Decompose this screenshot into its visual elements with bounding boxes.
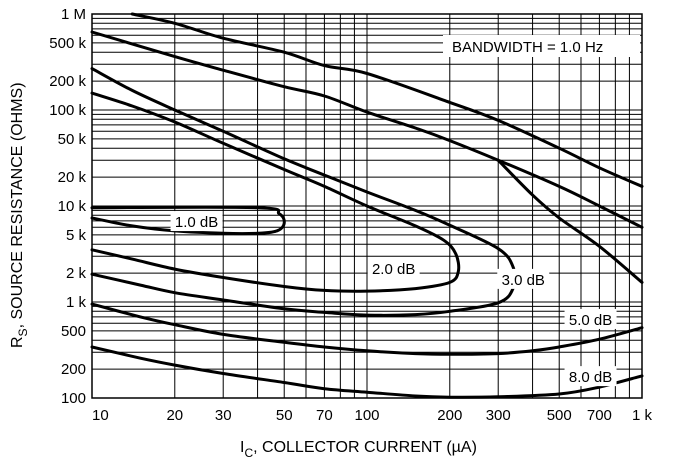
y-tick-label: 500 k bbox=[49, 35, 86, 52]
x-axis-title-main: I bbox=[240, 439, 244, 456]
annotation-bg bbox=[443, 35, 640, 57]
curve-label: 3.0 dB bbox=[502, 272, 545, 289]
y-tick-label: 50 k bbox=[58, 131, 87, 148]
x-tick-label: 70 bbox=[316, 407, 333, 424]
curve-label-bg bbox=[564, 366, 617, 387]
x-tick-label: 500 bbox=[547, 407, 572, 424]
x-axis-title-sub: C bbox=[244, 446, 253, 460]
y-tick-label: 100 k bbox=[49, 102, 86, 119]
bandwidth-label: BANDWIDTH = 1.0 Hz bbox=[452, 39, 603, 56]
curve-label-bg bbox=[564, 308, 617, 329]
x-tick-label: 200 bbox=[437, 407, 462, 424]
curve-label: 5.0 dB bbox=[569, 312, 612, 329]
x-axis-title-rest: , COLLECTOR CURRENT (µA) bbox=[253, 439, 477, 456]
x-tick-label: 300 bbox=[486, 407, 511, 424]
x-tick-label: 10 bbox=[92, 407, 109, 424]
y-tick-label: 5 k bbox=[66, 227, 87, 244]
curve-5-0-db bbox=[90, 302, 644, 356]
x-tick-label: 1 k bbox=[632, 407, 653, 424]
curve-label: 8.0 dB bbox=[569, 369, 612, 386]
x-tick-label: 700 bbox=[587, 407, 612, 424]
tick-labels: 10 20 30 50 70 100 200 300 500 700 1 k 100 200 500 1 k… bbox=[49, 6, 652, 424]
y-tick-label: 1 M bbox=[61, 6, 86, 23]
curve-8-0-db bbox=[90, 345, 644, 399]
curve-3-0-db bbox=[90, 67, 517, 317]
curve-label-bg bbox=[367, 258, 420, 279]
curve-label-bg bbox=[497, 268, 550, 289]
y-axis-title-rest: , SOURCE RESISTANCE (OHMS) bbox=[9, 82, 26, 328]
y-tick-label: 1 k bbox=[66, 294, 87, 311]
x-axis-title: IC, COLLECTOR CURRENT (µA) bbox=[240, 439, 477, 460]
x-tick-label: 50 bbox=[276, 407, 293, 424]
x-tick-label: 20 bbox=[166, 407, 183, 424]
curves bbox=[90, 12, 644, 399]
y-tick-label: 10 k bbox=[58, 198, 87, 215]
y-tick-label: 500 bbox=[61, 323, 86, 340]
y-tick-label: 200 bbox=[61, 361, 86, 378]
curve-8-0-db-upper bbox=[130, 12, 644, 188]
curve-label: 1.0 dB bbox=[175, 214, 218, 231]
curve-2-0-db bbox=[90, 91, 461, 293]
curve-5-0-db-upper bbox=[90, 30, 644, 229]
x-tick-label: 30 bbox=[215, 407, 232, 424]
y-tick-label: 100 bbox=[61, 390, 86, 407]
y-axis-title-sub: S bbox=[16, 328, 30, 336]
y-tick-label: 2 k bbox=[66, 265, 87, 282]
x-tick-label: 100 bbox=[354, 407, 379, 424]
curve-labels: 1.0 dB 2.0 dB 3.0 dB 5.0 dB 8.0 dB bbox=[170, 211, 617, 387]
y-axis-title: RS, SOURCE RESISTANCE (OHMS) bbox=[9, 82, 30, 348]
plot-frame bbox=[91, 13, 643, 399]
curve-3-0-db-upper bbox=[496, 158, 644, 284]
curve-label: 2.0 dB bbox=[372, 261, 415, 278]
curve-label-bg bbox=[170, 211, 223, 232]
y-axis-title-main: R bbox=[9, 336, 26, 348]
curve-1-0-db bbox=[90, 205, 286, 236]
y-tick-label: 20 k bbox=[58, 169, 87, 186]
bandwidth-annotation: BANDWIDTH = 1.0 Hz bbox=[443, 35, 640, 57]
y-tick-label: 200 k bbox=[49, 73, 86, 90]
